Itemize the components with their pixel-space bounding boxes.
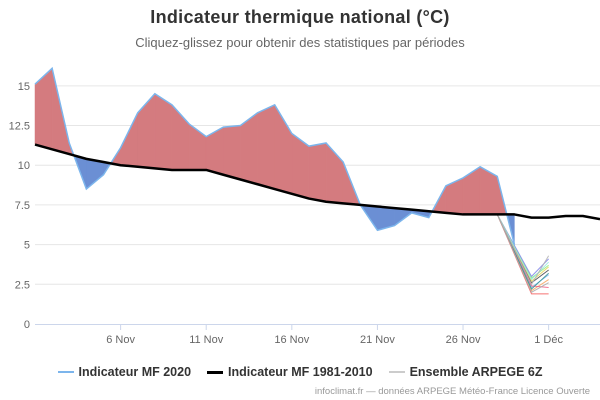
anomaly-area — [120, 112, 138, 168]
x-tick-label: 11 Nov — [189, 334, 224, 346]
chart-title: Indicateur thermique national (°C) — [150, 7, 450, 27]
ensemble-member-line[interactable] — [496, 214, 549, 281]
anomaly-area — [291, 132, 310, 199]
anomaly-area — [445, 177, 464, 215]
y-tick-label: 2.5 — [15, 279, 30, 291]
anomaly-area — [34, 67, 53, 150]
credits[interactable]: infoclimat.fr — données ARPEGE Météo-Fra… — [314, 386, 590, 397]
anomaly-area — [223, 125, 241, 180]
x-tick-label: 21 Nov — [360, 334, 395, 346]
y-tick-label: 5 — [24, 240, 30, 252]
anomaly-area — [462, 166, 481, 215]
legend-item-normale[interactable]: Indicateur MF 1981-2010 — [207, 365, 373, 379]
anomaly-area — [205, 126, 224, 176]
ensemble-layer — [496, 214, 550, 295]
line-layer — [34, 66, 600, 245]
chart-subtitle: Cliquez-glissez pour obtenir des statist… — [135, 35, 465, 50]
y-tick-label: 7.5 — [15, 200, 30, 212]
series-line-normale[interactable] — [34, 143, 600, 221]
y-tick-label: 10 — [18, 160, 30, 172]
y-tick-label: 12.5 — [9, 121, 30, 133]
legend-swatch-2020 — [57, 371, 74, 373]
anomaly-area — [86, 158, 104, 190]
x-tick-label: 26 Nov — [446, 334, 481, 346]
legend-item-2020[interactable]: Indicateur MF 2020 — [57, 365, 192, 379]
area-layer — [34, 67, 515, 245]
ensemble-member-line[interactable] — [496, 214, 549, 289]
ensemble-member-line[interactable] — [496, 214, 549, 288]
legend-label-2020: Indicateur MF 2020 — [78, 365, 192, 379]
anomaly-area — [479, 166, 498, 215]
anomaly-area — [308, 142, 327, 203]
ensemble-member-line[interactable] — [496, 214, 549, 292]
ensemble-member-line[interactable] — [496, 214, 550, 286]
series-line-2020[interactable] — [34, 66, 516, 245]
x-tick-label: 16 Nov — [274, 334, 309, 346]
legend-swatch-normale — [207, 370, 224, 374]
x-tick-label: 6 Nov — [106, 334, 135, 346]
ensemble-member-line[interactable] — [496, 214, 549, 290]
anomaly-area — [154, 93, 173, 171]
x-tick-label: 1 Déc — [534, 334, 563, 346]
axis-layer: 0 2.5 5 7.5 10 12.5 15 6 Nov 11 Nov 16 Nov 21 Nov 2… — [9, 81, 600, 346]
legend-swatch-ensemble — [388, 371, 405, 373]
ensemble-member-line[interactable] — [496, 214, 549, 293]
anomaly-area — [257, 104, 275, 190]
y-tick-label: 15 — [18, 81, 30, 93]
legend-item-ensemble[interactable]: Ensemble ARPEGE 6Z — [388, 365, 543, 379]
legend-label-ensemble: Ensemble ARPEGE 6Z — [409, 365, 543, 379]
ensemble-member-line[interactable] — [496, 214, 549, 295]
legend-label-normale: Indicateur MF 1981-2010 — [228, 365, 373, 379]
y-tick-label: 0 — [24, 319, 30, 331]
anomaly-area — [137, 93, 156, 169]
legend: Indicateur MF 2020 Indicateur MF 1981-20… — [0, 362, 600, 382]
